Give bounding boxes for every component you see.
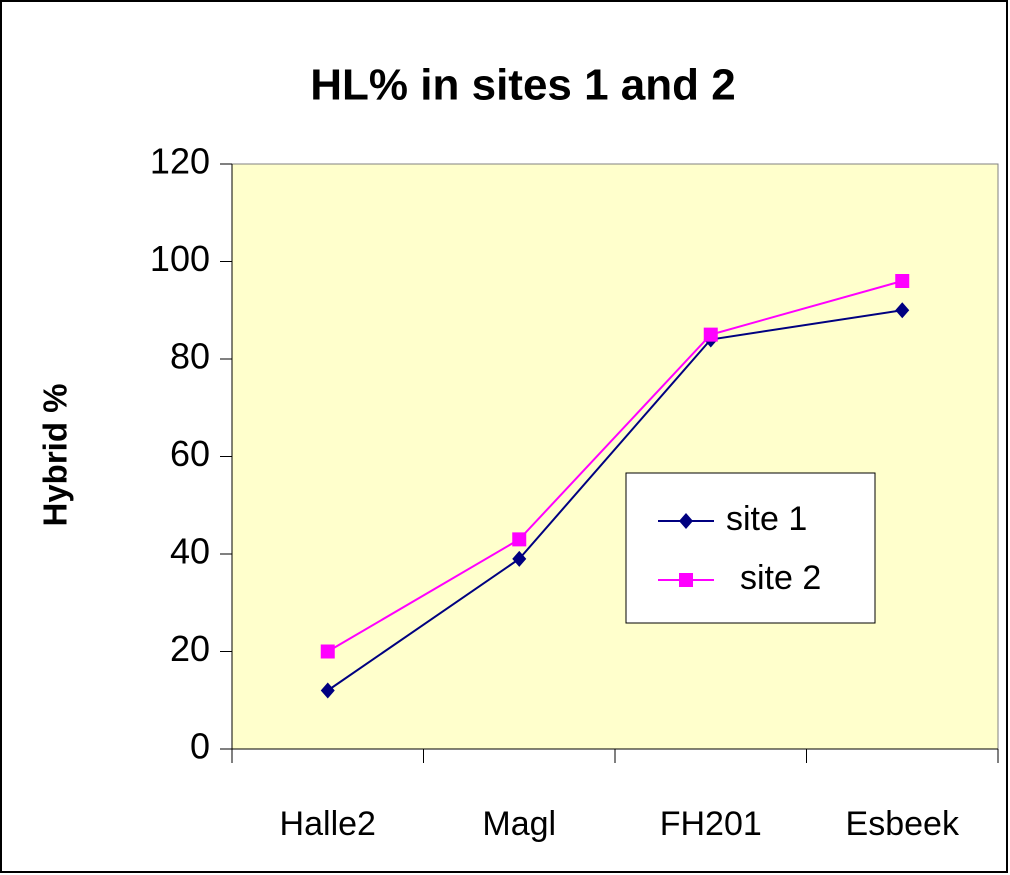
plot-area: [231, 163, 999, 750]
legend-marker: [679, 573, 693, 587]
x-tick-label: Magl: [482, 805, 556, 843]
data-point: [320, 682, 335, 699]
y-tick-label: 100: [150, 238, 210, 279]
legend-label: site 1: [726, 500, 807, 538]
y-tick-label: 20: [170, 628, 210, 669]
y-tick-label: 60: [170, 433, 210, 474]
data-point: [703, 327, 718, 342]
series-line: [327, 280, 903, 653]
y-tick-label: 40: [170, 531, 210, 572]
series-line: [327, 309, 903, 692]
y-tick-label: 0: [190, 726, 210, 767]
y-tick-label: 120: [150, 141, 210, 182]
x-tick-label: FH201: [660, 805, 762, 843]
y-tick-label: 80: [170, 336, 210, 377]
x-tick-label: Esbeek: [846, 805, 960, 843]
data-point: [895, 274, 910, 288]
legend-label: site 2: [740, 559, 821, 597]
y-axis-label: Hybrid %: [37, 383, 74, 526]
data-point: [512, 550, 527, 567]
chart-title: HL% in sites 1 and 2: [310, 61, 735, 110]
data-point: [512, 532, 527, 547]
legend-box: [625, 472, 876, 624]
legend-marker: [679, 513, 693, 529]
data-point: [895, 302, 910, 319]
data-point: [320, 644, 335, 659]
x-tick-label: Halle2: [280, 805, 376, 843]
